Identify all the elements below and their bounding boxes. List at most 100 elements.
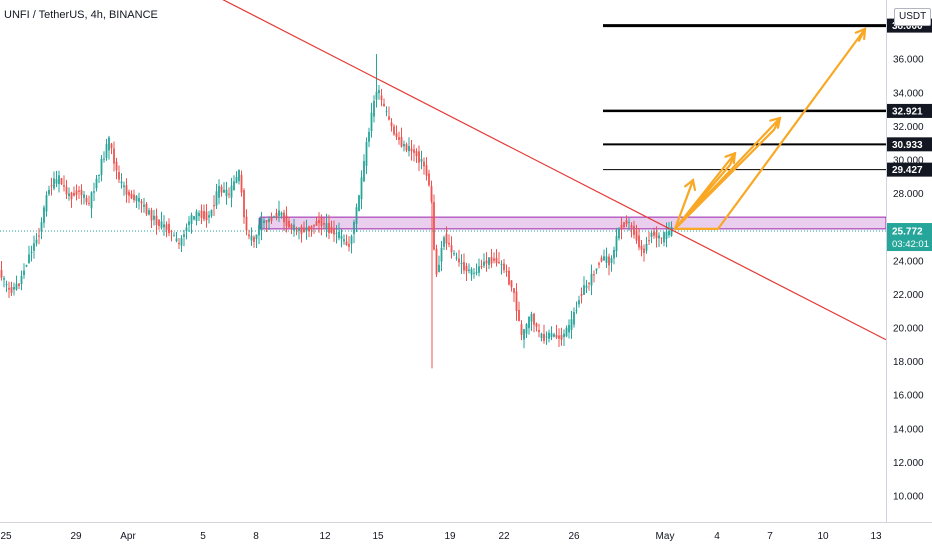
- candle-body: [585, 285, 588, 288]
- candle-body: [198, 212, 200, 217]
- candle-body: [18, 283, 20, 286]
- candle-body: [43, 207, 45, 223]
- candle-body: [453, 253, 455, 255]
- candle-body: [288, 220, 290, 228]
- candle-body: [138, 198, 140, 202]
- candle-body: [233, 181, 235, 191]
- candle-body: [205, 211, 208, 221]
- candle-body: [28, 254, 30, 263]
- candle-body: [538, 330, 540, 333]
- level-price-badge: [887, 103, 932, 118]
- candle-body: [320, 217, 323, 226]
- candle-body: [303, 227, 305, 233]
- candle-body: [258, 224, 260, 236]
- candle-body: [608, 256, 610, 266]
- candle-body: [400, 137, 403, 147]
- candle-body: [100, 158, 103, 176]
- candle-body: [615, 235, 618, 252]
- candle-body: [63, 185, 65, 187]
- candle-body: [283, 212, 285, 223]
- candle-body: [660, 237, 663, 239]
- candle-body: [45, 195, 48, 212]
- candle-body: [278, 210, 280, 216]
- candle-body: [30, 252, 33, 254]
- candle-body: [338, 231, 340, 239]
- candle-body: [218, 185, 220, 198]
- x-tick-label: May: [656, 531, 675, 542]
- candle-body: [208, 215, 210, 218]
- candle-body: [323, 223, 325, 225]
- candle-body: [463, 262, 465, 271]
- candle-body: [470, 269, 473, 275]
- candle-body: [180, 238, 183, 246]
- candle-body: [193, 216, 195, 220]
- candle-body: [33, 243, 35, 251]
- candle-body: [385, 111, 388, 113]
- candle-body: [668, 231, 670, 236]
- candle-body: [415, 151, 418, 157]
- candle-body: [343, 239, 345, 242]
- candle-body: [275, 212, 278, 218]
- candle-body: [655, 232, 658, 239]
- candle-body: [145, 203, 148, 215]
- candle-body: [670, 226, 673, 236]
- candle-body: [8, 287, 10, 290]
- x-tick-label: 26: [568, 531, 580, 542]
- candle-body: [273, 216, 275, 218]
- candle-body: [178, 243, 180, 245]
- candle-body: [650, 232, 653, 237]
- candle-body: [50, 185, 53, 187]
- candle-body: [630, 225, 633, 228]
- candle-body: [638, 235, 640, 248]
- candle-body: [495, 257, 498, 263]
- candle-body: [468, 269, 470, 271]
- x-tick-label: 8: [253, 531, 259, 542]
- x-tick-label: 19: [444, 531, 456, 542]
- y-tick-label: 34.000: [893, 88, 924, 99]
- candle-body: [640, 245, 643, 250]
- candle-body: [355, 207, 358, 225]
- candle-body: [245, 216, 248, 231]
- candle-body: [403, 143, 405, 147]
- candle-body: [113, 148, 115, 164]
- x-tick-label: 25: [0, 531, 12, 542]
- candle-body: [553, 334, 555, 337]
- candle-body: [315, 221, 318, 226]
- y-tick-label: 10.000: [893, 492, 924, 503]
- candle-body: [498, 262, 500, 264]
- candle-body: [270, 217, 273, 221]
- candle-body: [58, 175, 60, 185]
- candle-body: [610, 258, 613, 263]
- candle-body: [10, 287, 13, 293]
- candle-body: [570, 319, 573, 331]
- candle-body: [185, 227, 188, 232]
- candle-body: [373, 100, 375, 117]
- candle-body: [425, 165, 428, 176]
- candle-body: [70, 192, 73, 200]
- candle-body: [200, 210, 203, 218]
- candle-body: [313, 224, 315, 227]
- level-price-label: 38.000: [892, 21, 923, 32]
- candle-body: [623, 222, 625, 228]
- candle-body: [160, 221, 163, 228]
- candle-body: [613, 249, 615, 259]
- candle-body: [40, 222, 43, 232]
- candle-body: [143, 204, 145, 207]
- candle-body: [445, 233, 448, 244]
- candle-body: [150, 210, 153, 221]
- candle-body: [423, 161, 425, 167]
- candle-body: [165, 224, 168, 230]
- candle-body: [460, 262, 463, 265]
- projection-arrow-head: [854, 27, 867, 41]
- candle-body: [595, 268, 598, 271]
- currency-button[interactable]: USDT: [894, 8, 932, 26]
- candle-body: [285, 215, 288, 227]
- candle-body: [365, 141, 368, 166]
- candle-body: [155, 215, 158, 225]
- candle-body: [105, 144, 108, 158]
- candle-body: [13, 287, 15, 290]
- candle-body: [558, 335, 560, 339]
- candle-body: [65, 186, 68, 195]
